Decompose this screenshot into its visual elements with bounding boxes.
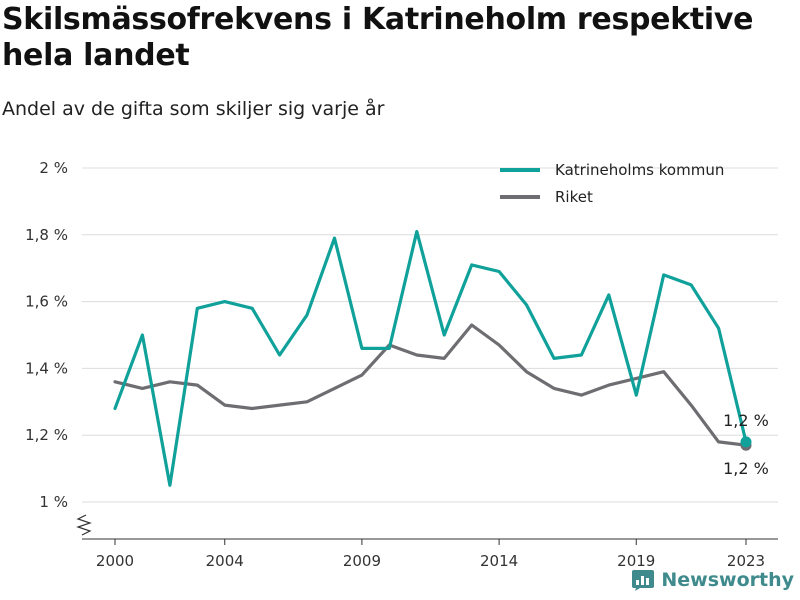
y-tick-label: 1,2 % xyxy=(25,426,68,444)
chart-title: Skilsmässofrekvens i Katrineholm respekt… xyxy=(2,2,754,73)
series-line xyxy=(113,323,748,447)
series-lines xyxy=(113,229,752,487)
series-line xyxy=(113,229,748,487)
y-tick-label: 2 % xyxy=(39,159,68,177)
end-value-label: 1,2 % xyxy=(723,459,769,478)
brand-logo: Newsworthy xyxy=(631,568,794,592)
y-tick-label: 1 % xyxy=(39,493,68,511)
chart-subtitle: Andel av de gifta som skiljer sig varje … xyxy=(2,98,385,120)
x-tick-label: 2009 xyxy=(343,552,381,570)
x-tick-label: 2000 xyxy=(96,552,134,570)
y-tick-label: 1,4 % xyxy=(25,359,68,377)
end-value-label: 1,2 % xyxy=(723,411,769,430)
newsworthy-logo-icon xyxy=(632,570,655,591)
y-tick-label: 1,6 % xyxy=(25,293,68,311)
legend-label: Riket xyxy=(555,188,593,206)
legend: Katrineholms kommun Riket xyxy=(500,161,724,206)
brand-name: Newsworthy xyxy=(661,569,794,591)
x-tick-label: 2023 xyxy=(727,552,765,570)
legend-label: Katrineholms kommun xyxy=(555,161,724,179)
x-tick-label: 2014 xyxy=(480,552,518,570)
axis-break-icon xyxy=(76,514,92,536)
x-axis: 2000 2004 2009 2014 2019 2023 xyxy=(76,514,778,570)
y-axis-ticks: 1 % 1,2 % 1,4 % 1,6 % 1,8 % 2 % xyxy=(25,159,68,511)
x-tick-label: 2019 xyxy=(617,552,655,570)
end-labels: 1,2 % 1,2 % xyxy=(723,411,769,478)
gridlines xyxy=(82,167,778,503)
y-tick-label: 1,8 % xyxy=(25,226,68,244)
x-tick-label: 2004 xyxy=(206,552,244,570)
end-point xyxy=(740,436,752,448)
